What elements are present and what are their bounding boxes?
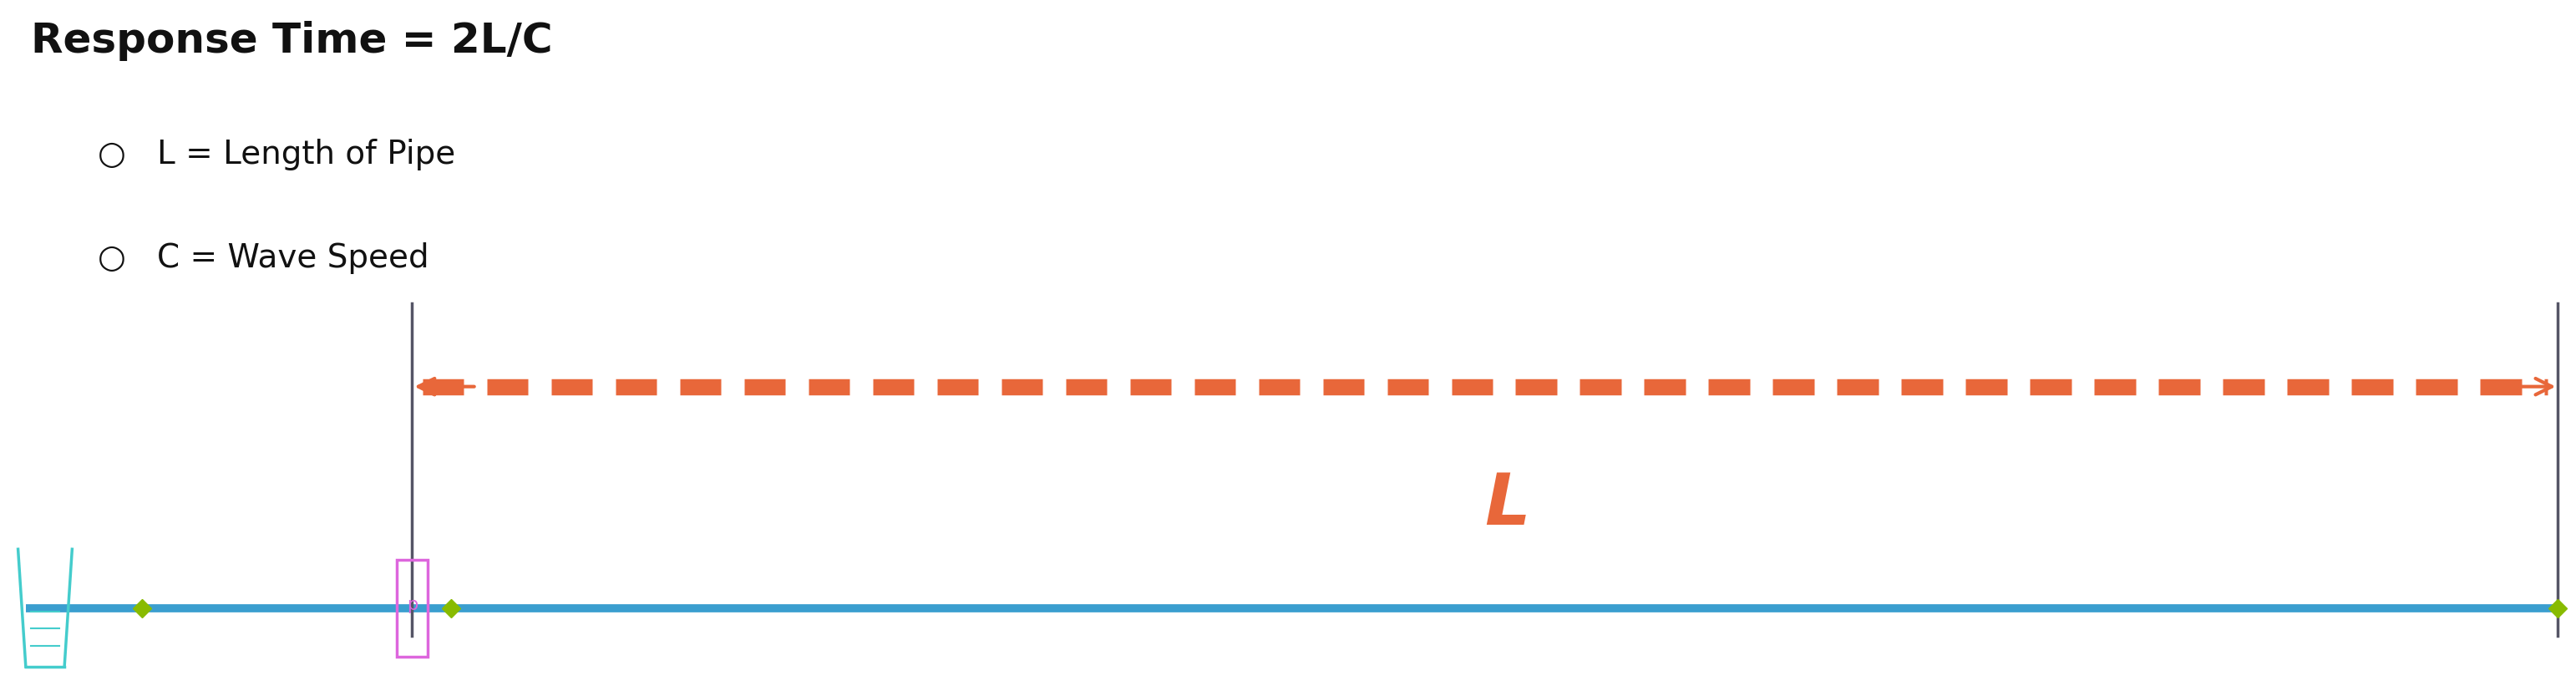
Text: ○   L = Length of Pipe: ○ L = Length of Pipe [98, 138, 456, 170]
Bar [397, 560, 428, 656]
Text: L: L [1484, 470, 1530, 539]
Text: ○   C = Wave Speed: ○ C = Wave Speed [98, 242, 430, 274]
Text: Response Time = 2L/C: Response Time = 2L/C [31, 21, 554, 61]
Text: p: p [407, 596, 417, 613]
